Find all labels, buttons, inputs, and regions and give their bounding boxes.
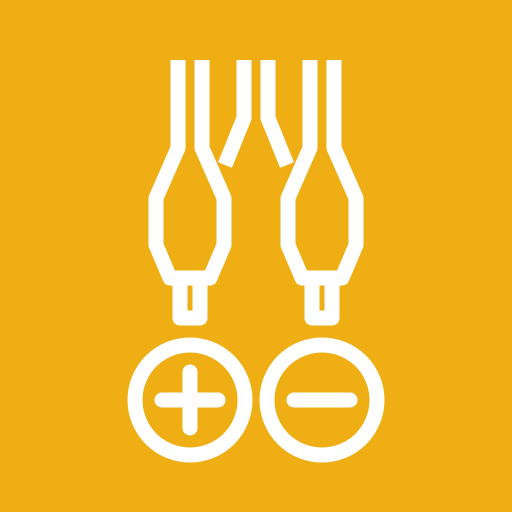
- background: [0, 0, 512, 512]
- jumper-cables-icon: [0, 0, 512, 512]
